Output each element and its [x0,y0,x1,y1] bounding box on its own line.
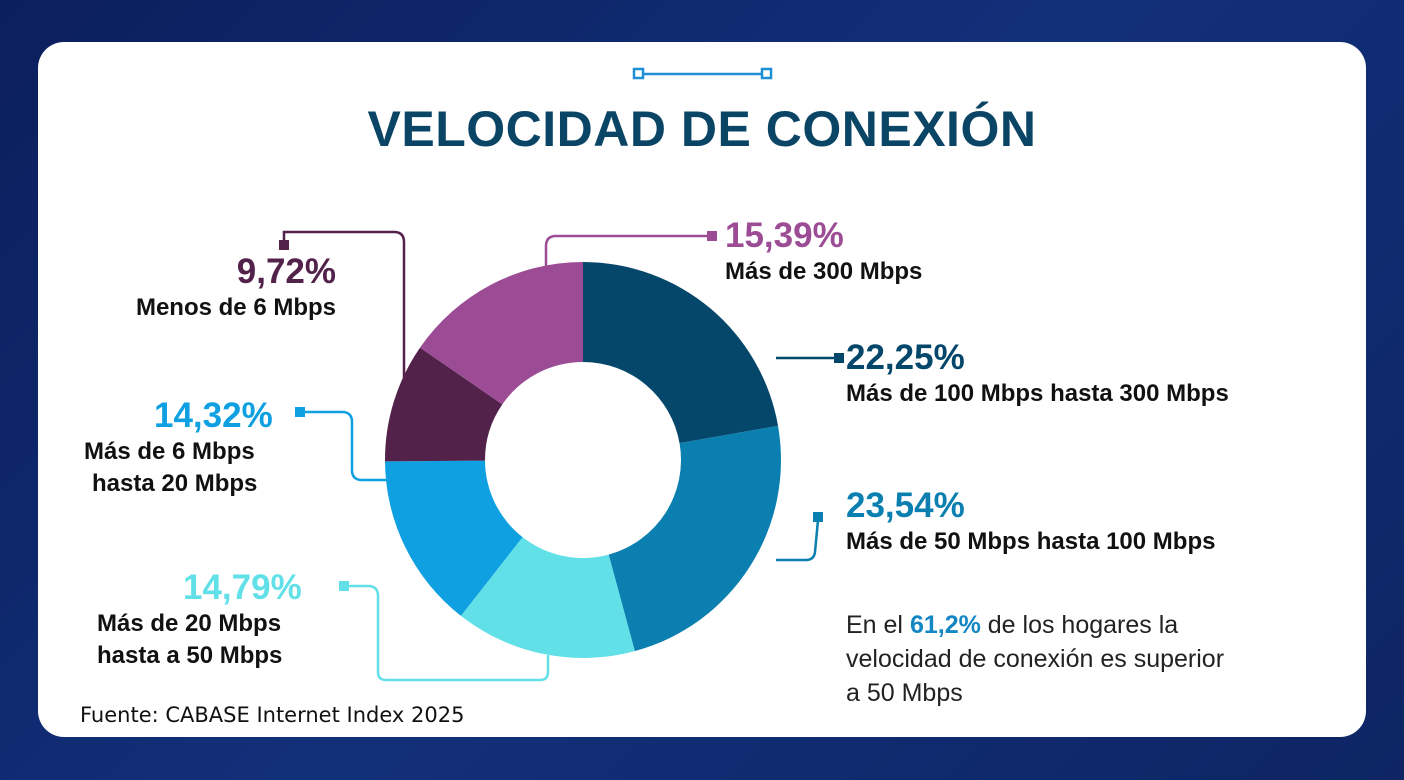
source-note: Fuente: CABASE Internet Index 2025 [80,703,465,727]
slice-label: hasta 20 Mbps [92,470,258,497]
donut-slice [460,537,635,658]
note-text: velocidad de conexión es superior [846,645,1225,673]
slice-label: Menos de 6 Mbps [135,294,336,321]
note-text: a 50 Mbps [846,679,963,707]
slice-value: 15,39% [725,216,844,255]
leader-line-6-20 [300,410,388,482]
donut-slice [385,460,523,616]
label-50-100: 23,54% Más de 50 Mbps hasta 100 Mbps [846,486,1215,558]
leader-line-6 [282,230,406,380]
leader-marker [707,231,717,241]
donut-slice [420,262,583,405]
slice-label: Más de 20 Mbps [97,610,282,637]
slice-value: 22,25% [846,338,965,377]
summary-note: En el 61,2% de los hogares la velocidad … [846,608,1224,710]
donut-slice [608,425,781,652]
note-text: En el [846,611,910,639]
slice-label: hasta a 50 Mbps [97,642,283,669]
slice-label: Más de 300 Mbps [725,258,923,285]
page-title: VELOCIDAD DE CONEXIÓN [367,101,1037,157]
label-100-300: 22,25% Más de 100 Mbps hasta 300 Mbps [846,338,1229,410]
leader-marker [339,581,349,591]
label-6-20: 14,32% Más de 6 Mbps hasta 20 Mbps [84,396,273,500]
label-300: 15,39% Más de 300 Mbps [725,216,922,288]
note-highlight: 61,2% [909,611,981,639]
donut-slice [583,262,779,444]
slice-value: 14,32% [154,396,273,435]
leader-marker [834,353,844,363]
leader-line-50-100 [776,519,820,562]
label-6: 9,72% Menos de 6 Mbps [136,252,336,324]
leader-marker [279,240,289,250]
leader-marker [295,407,305,417]
leader-marker [813,512,823,522]
slice-value: 9,72% [236,252,336,291]
title-decoration [632,67,773,80]
leader-line-20-50 [344,584,550,682]
slice-value: 14,79% [183,568,302,607]
slice-label: Más de 50 Mbps hasta 100 Mbps [846,528,1216,555]
slice-value: 23,54% [846,486,965,525]
label-20-50: 14,79% Más de 20 Mbps hasta a 50 Mbps [97,568,302,672]
slice-label: Más de 6 Mbps [84,438,255,465]
slice-label: Más de 100 Mbps hasta 300 Mbps [846,380,1229,407]
donut-slice [385,347,503,462]
leader-line-300 [544,234,710,268]
note-text: de los hogares la [980,611,1179,639]
